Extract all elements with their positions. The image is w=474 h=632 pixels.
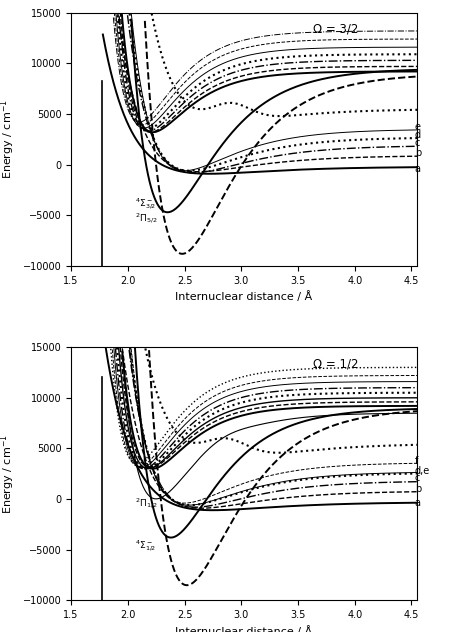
Text: d,e: d,e <box>415 466 430 476</box>
Text: $^2\Pi_{1/2}$: $^2\Pi_{1/2}$ <box>135 497 157 511</box>
Text: $^2\Pi_{5/2}$: $^2\Pi_{5/2}$ <box>135 212 157 226</box>
Text: a: a <box>415 164 421 174</box>
Text: a: a <box>415 498 421 508</box>
Text: b: b <box>415 149 421 159</box>
Text: d: d <box>415 130 421 140</box>
Y-axis label: Energy / cm$^{-1}$: Energy / cm$^{-1}$ <box>0 434 17 514</box>
X-axis label: Internuclear distance / Å: Internuclear distance / Å <box>175 291 313 302</box>
Text: e: e <box>415 122 421 132</box>
Text: $^4\Sigma^-_{3/2}$: $^4\Sigma^-_{3/2}$ <box>135 197 156 212</box>
Text: c: c <box>415 138 420 149</box>
X-axis label: Internuclear distance / Å: Internuclear distance / Å <box>175 626 313 632</box>
Text: f: f <box>415 456 418 466</box>
Y-axis label: Energy / cm$^{-1}$: Energy / cm$^{-1}$ <box>0 99 17 179</box>
Text: $^4\Sigma^-_{1/2}$: $^4\Sigma^-_{1/2}$ <box>135 538 156 554</box>
Text: b: b <box>415 484 421 494</box>
Text: c: c <box>415 473 420 483</box>
Text: Ω = 1/2: Ω = 1/2 <box>313 357 359 370</box>
Text: Ω = 3/2: Ω = 3/2 <box>313 23 359 36</box>
